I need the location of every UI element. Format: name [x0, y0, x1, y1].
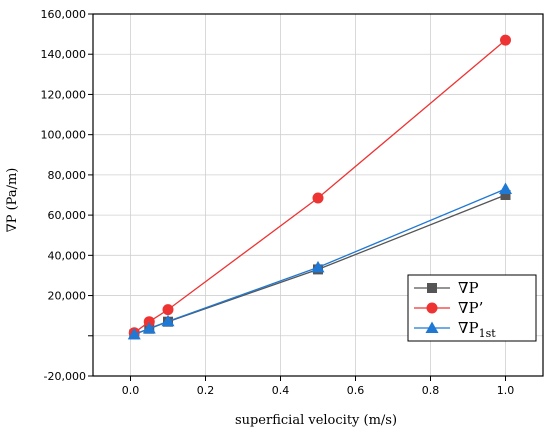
y-tick-label: -20,000: [44, 370, 86, 383]
data-point: [161, 314, 175, 327]
data-point: [127, 327, 141, 340]
series-2: [128, 34, 511, 339]
data-point: [311, 260, 325, 273]
legend-label: ∇P’: [458, 299, 483, 317]
plot-area-border: [92, 13, 544, 377]
series-lines: [127, 34, 512, 340]
legend-marker: [426, 302, 438, 314]
x-tick-label: 0.0: [122, 384, 140, 397]
series-3: [127, 182, 512, 340]
x-tick-label: 0.6: [347, 384, 365, 397]
data-point: [162, 304, 174, 316]
data-point: [500, 34, 511, 46]
y-tick-label: 140,000: [41, 48, 87, 61]
x-tick-label: 1.0: [497, 384, 515, 397]
data-point: [312, 192, 324, 204]
x-axis-ticks: 0.0 0.2 0.4 0.6 0.8 1.0: [122, 376, 515, 397]
x-tick-label: 0.2: [197, 384, 215, 397]
y-tick-label: 60,000: [48, 209, 87, 222]
legend-item: ∇P: [414, 279, 479, 297]
y-tick-label: 20,000: [48, 290, 87, 303]
legend: ∇P∇P’∇P1st: [407, 274, 537, 342]
y-axis-ticks: -20,000 20,000 40,000 60,000 80,000 100,000 12…: [41, 8, 93, 383]
y-tick-label: 80,000: [48, 169, 87, 182]
y-tick-label: 100,000: [41, 129, 87, 142]
y-tick-label: 120,000: [41, 88, 87, 101]
data-point: [143, 316, 155, 328]
legend-marker: [427, 283, 437, 293]
legend-label: ∇P: [458, 279, 479, 297]
x-tick-label: 0.4: [272, 384, 290, 397]
data-point: [142, 322, 156, 334]
y-tick-label: 40,000: [48, 249, 87, 262]
x-axis-title: superficial velocity (m/s): [235, 413, 397, 428]
legend-label-subscript: 1st: [479, 327, 497, 340]
data-point: [500, 190, 511, 200]
y-tick-label: 160,000: [41, 8, 87, 21]
data-point: [499, 182, 512, 194]
y-axis-title: ∇P (Pa/m): [5, 168, 20, 233]
plot-frame: [92, 13, 544, 377]
x-tick-label: 0.8: [422, 384, 440, 397]
legend-item: ∇P’: [414, 299, 483, 317]
legend-marker: [425, 321, 439, 333]
